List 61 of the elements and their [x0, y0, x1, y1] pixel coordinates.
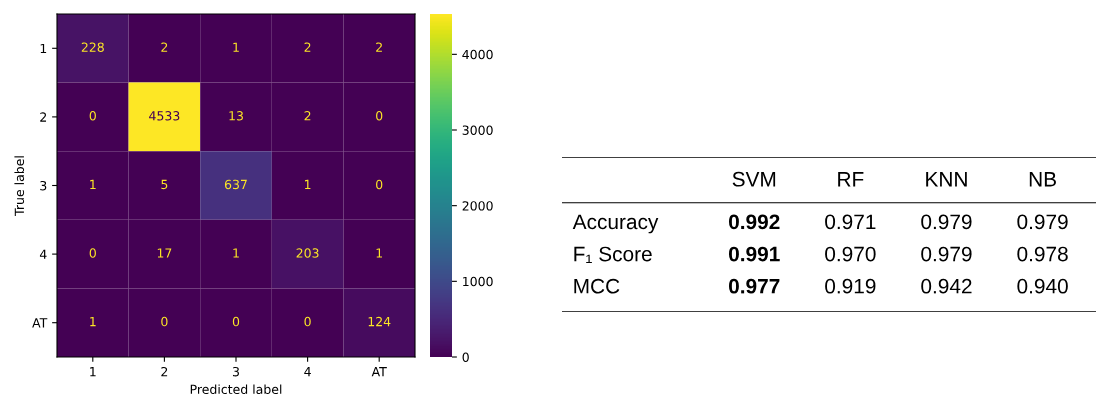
text: 0.979: [921, 214, 972, 230]
data-label: 1: [233, 248, 239, 258]
text: 0.991: [729, 246, 780, 262]
data-label: 5: [161, 179, 168, 190]
text: 0.979: [921, 246, 972, 262]
x-tick-label: 4: [304, 367, 311, 377]
category-label: RF: [838, 172, 864, 187]
data-label: 2: [161, 42, 168, 52]
category-label: SVM: [732, 171, 776, 187]
x-tick-label: 3: [232, 366, 239, 377]
data-label: 1: [233, 42, 239, 52]
data-label: 13: [229, 111, 243, 121]
color-bar-label: 2000: [462, 201, 493, 211]
data-label: 0: [161, 316, 168, 327]
data-label: 1: [376, 248, 383, 258]
x-tick-label: 1: [90, 367, 96, 377]
y-tick-label: AT: [32, 318, 48, 328]
category-label: Accuracy: [572, 214, 659, 234]
text: 0.971: [825, 214, 876, 230]
y-tick-label: 3: [40, 180, 47, 191]
data-label: 0: [376, 111, 383, 121]
data-label: 0: [232, 316, 240, 327]
data-label: 0: [89, 248, 96, 258]
data-label: 17: [157, 248, 172, 258]
data-label: 637: [224, 179, 247, 190]
data-label: 124: [368, 316, 391, 327]
category-label: MCC: [574, 278, 620, 294]
text: 0.919: [825, 278, 876, 294]
y-tick-label: 2: [40, 112, 47, 122]
data-label: 0: [89, 111, 96, 121]
data-label: 203: [296, 248, 319, 258]
y-axis-title: True label: [14, 156, 25, 216]
data-label: 1: [305, 179, 311, 189]
text: 0.940: [1017, 278, 1068, 294]
text: 0.978: [1017, 246, 1068, 262]
x-axis-title: Predicted label: [190, 384, 282, 395]
data-label: 1: [90, 317, 96, 327]
data-label: 228: [81, 42, 104, 52]
data-label: 1: [90, 179, 96, 189]
color-bar-label: 0: [462, 352, 469, 362]
category-label: KNN: [926, 172, 967, 187]
data-label: 4533: [149, 111, 180, 121]
color-bar-label: 1000: [463, 276, 493, 287]
text: 0.979: [1017, 214, 1068, 230]
color-bar-label: 4000: [462, 49, 493, 60]
x-tick-label: 2: [161, 366, 168, 377]
color-bar-label: 3000: [462, 125, 493, 135]
data-label: 0: [376, 179, 383, 190]
text: 0.942: [921, 278, 972, 294]
y-tick-label: 1: [40, 43, 47, 54]
data-label: 2: [304, 111, 311, 121]
y-tick-label: 4: [39, 249, 47, 259]
text: 0.977: [729, 278, 780, 294]
text: 0.992: [729, 214, 780, 230]
data-label: 2: [376, 42, 382, 52]
category-label: NB: [1029, 172, 1056, 187]
data-label: 2: [304, 42, 311, 52]
text: 0.970: [825, 246, 876, 262]
x-tick-label: AT: [371, 367, 387, 377]
category-label: F₁ Score: [574, 246, 652, 263]
data-label: 0: [304, 316, 311, 327]
